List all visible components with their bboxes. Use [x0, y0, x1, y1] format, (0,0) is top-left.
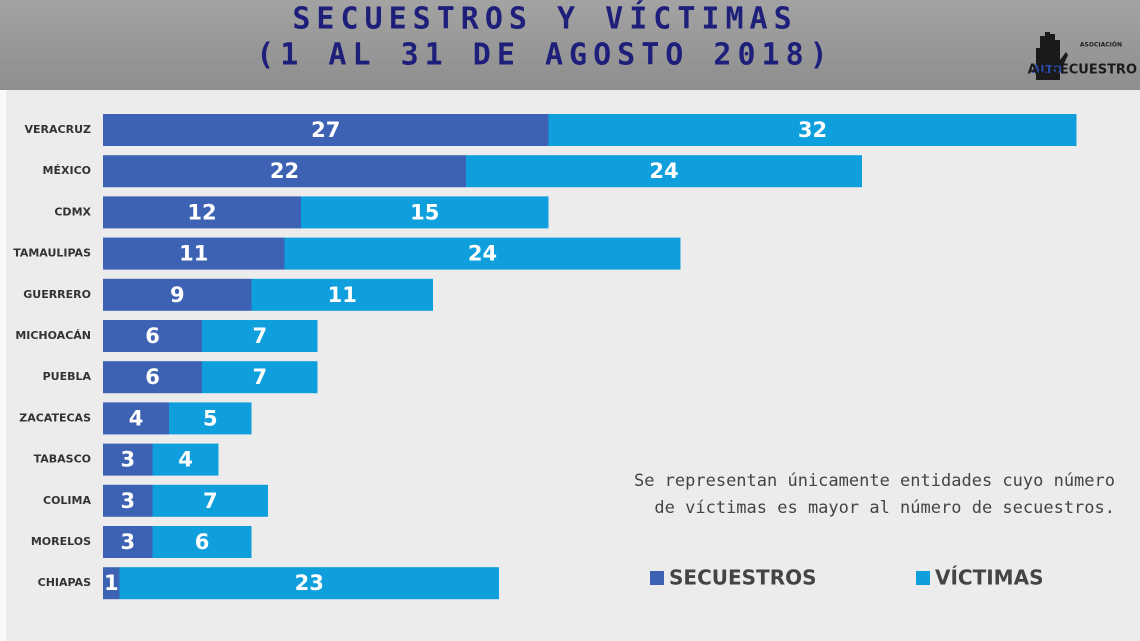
border: [0, 90, 6, 641]
category-label: ZACATECAS: [19, 411, 91, 424]
value-label: 24: [649, 159, 678, 183]
category-label: PUEBLA: [43, 370, 92, 383]
value-label: 27: [311, 118, 340, 142]
value-label: 11: [328, 283, 357, 307]
bar-segment: [548, 114, 1077, 146]
chart-title: SECUESTROS Y VÍCTIMAS: [292, 1, 797, 37]
header: [0, 0, 1140, 90]
bar-segment: [103, 402, 169, 435]
bar-segment: [103, 196, 301, 229]
logo-top: ASOCIACIÓN: [1080, 42, 1122, 49]
bar-segment: [103, 443, 153, 476]
legend-swatch: [650, 571, 664, 585]
value-label: 12: [187, 200, 216, 224]
bar-segment: [169, 402, 252, 435]
value-label: 1: [104, 571, 119, 595]
value-label: 3: [120, 448, 135, 472]
legend-label: SECUESTROS: [669, 566, 817, 590]
value-label: 7: [252, 324, 267, 348]
value-label: 6: [195, 530, 210, 554]
category-label: CHIAPAS: [38, 576, 91, 589]
bar-segment: [103, 526, 153, 558]
annotation: de víctimas es mayor al número de secues…: [654, 498, 1115, 518]
bar-segment: [103, 361, 202, 394]
value-label: 22: [270, 159, 299, 183]
value-label: 15: [410, 200, 439, 224]
category-label: MORELOS: [31, 535, 91, 548]
bar-segment: [284, 237, 681, 270]
logo: ASOCIACIÓN ALTO AL SECUESTRO: [1028, 32, 1137, 80]
value-label: 3: [120, 530, 135, 554]
category-label: VERACRUZ: [25, 123, 91, 136]
category-label: CDMX: [54, 205, 91, 218]
legend-swatch: [916, 571, 930, 585]
value-label: 3: [120, 489, 135, 513]
bar-segment: [152, 443, 219, 476]
bar-segment: [152, 484, 268, 517]
legend-label: VÍCTIMAS: [935, 566, 1043, 590]
bar-segment: [103, 320, 202, 352]
category-label: COLIMA: [43, 494, 91, 507]
bar-segment: [103, 484, 153, 517]
category-label: TABASCO: [34, 453, 91, 466]
bar-segment: [119, 567, 499, 600]
value-label: 24: [468, 242, 497, 266]
value-label: 7: [203, 489, 218, 513]
bar-segment: [202, 320, 318, 352]
value-label: 32: [798, 118, 827, 142]
value-label: 6: [145, 365, 160, 389]
value-label: 7: [252, 365, 267, 389]
logo-alto: ALTO: [1032, 63, 1063, 76]
bar-segment: [202, 361, 318, 394]
bar-segment: [103, 237, 285, 270]
category-label: MICHOACÁN: [15, 329, 91, 342]
value-label: 23: [295, 571, 324, 595]
bar-segment: [103, 114, 549, 146]
bar-segment: [466, 155, 862, 188]
logo-rest: AL SECUESTRO: [1028, 63, 1137, 78]
value-label: 6: [145, 324, 160, 348]
value-label: 5: [203, 406, 218, 430]
bar-segment: [152, 526, 252, 558]
value-label: 4: [178, 448, 193, 472]
value-label: 4: [129, 406, 144, 430]
chart-subtitle: (1 AL 31 DE AGOSTO 2018): [256, 38, 833, 73]
value-label: 11: [179, 242, 208, 266]
category-label: MÉXICO: [43, 164, 91, 177]
annotation: Se representan únicamente entidades cuyo…: [634, 471, 1115, 491]
category-label: GUERRERO: [23, 288, 91, 301]
value-label: 9: [170, 283, 185, 307]
bar-segment: [251, 278, 433, 311]
bar-segment: [103, 278, 252, 311]
category-label: TAMAULIPAS: [13, 247, 91, 260]
bar-segment: [301, 196, 549, 229]
bar-segment: [103, 567, 120, 600]
bar-segment: [103, 155, 466, 188]
